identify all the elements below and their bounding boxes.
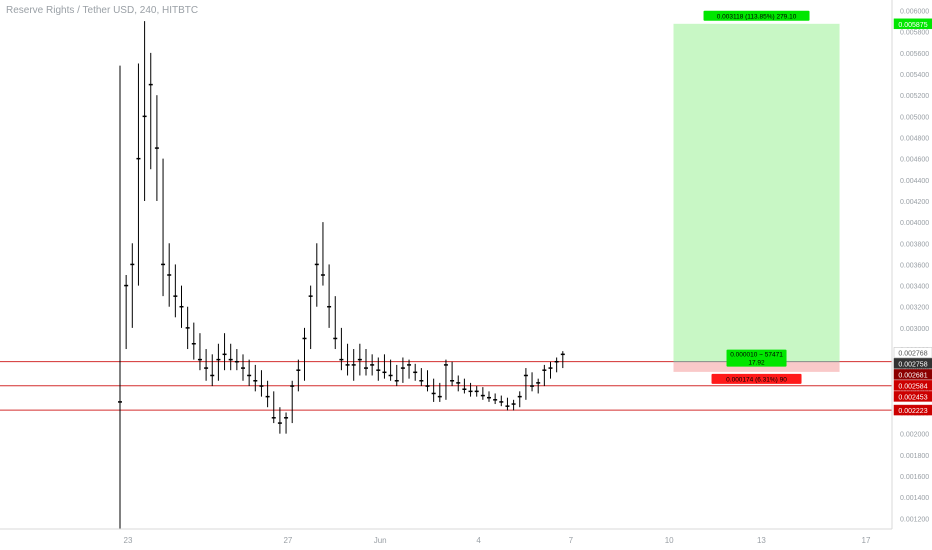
price-tick-label: 0.001600: [900, 474, 929, 481]
price-tag-label: 0.002758: [898, 361, 927, 368]
price-tag: [893, 404, 932, 416]
price-tick-label: 0.005400: [900, 72, 929, 79]
price-tag-label: 0.005875: [898, 22, 927, 29]
price-tick-label: 0.003200: [900, 305, 929, 312]
price-tag-label: 0.002223: [898, 408, 927, 415]
price-tag-label: 0.002768: [898, 350, 927, 357]
time-tick-label: 10: [665, 536, 674, 545]
price-tick-label: 0.003400: [900, 284, 929, 291]
price-tick-label: 0.004200: [900, 199, 929, 206]
price-tick-label: 0.004400: [900, 178, 929, 185]
price-tag-label: 0.002453: [898, 394, 927, 401]
price-axis: 0.006000 0.005800 0.005600 0.005400 0.005200…: [900, 9, 929, 524]
long-position-tool: 0.003118 (113.85%) 279.10 0.000010 ~ 5747…: [673, 10, 840, 384]
profit-zone: [673, 23, 840, 362]
candles: [118, 21, 565, 529]
entry-label-1: 0.000010 ~ 57471: [730, 352, 783, 359]
price-tick-label: 0.004800: [900, 136, 929, 143]
price-tick-label: 0.004000: [900, 220, 929, 227]
price-tick-label: 0.006000: [900, 9, 929, 16]
price-tag: [893, 358, 932, 369]
price-tick-label: 0.003800: [900, 241, 929, 248]
target-tag: [703, 10, 810, 21]
price-tag-label: 0.002681: [898, 372, 927, 379]
price-tick-label: 0.001800: [900, 453, 929, 460]
price-tick-label: 0.005800: [900, 30, 929, 37]
price-tick-label: 0.001400: [900, 495, 929, 502]
stop-label: 0.000174 (6.31%) 90: [726, 376, 787, 383]
price-tick-label: 0.005000: [900, 114, 929, 121]
price-tags: 0.005875 0.002768 0.002758 0.002681 0.002584…: [893, 18, 932, 416]
time-tick-label: 17: [862, 536, 871, 545]
entry-tag: [726, 349, 787, 367]
loss-zone: [673, 361, 840, 372]
price-tick-label: 0.002000: [900, 432, 929, 439]
price-tag: [893, 18, 932, 30]
time-tick-label: Jun: [374, 536, 387, 545]
price-tag: [893, 380, 932, 391]
stop-tag: [711, 373, 802, 384]
chart-title: Reserve Rights / Tether USD, 240, HITBTC: [6, 5, 199, 16]
price-tag: [893, 369, 932, 380]
time-tick-label: 13: [757, 536, 766, 545]
time-axis: 23 27 Jun 4 7 10 13 17: [124, 536, 871, 545]
target-label: 0.003118 (113.85%) 279.10: [717, 13, 797, 20]
price-tag: [893, 347, 932, 358]
price-tag-label: 0.002584: [898, 383, 927, 390]
time-tick-label: 23: [124, 536, 133, 545]
price-tag: [893, 391, 932, 402]
entry-label-2: 17.92: [748, 360, 765, 367]
time-tick-label: 7: [569, 536, 574, 545]
price-tick-label: 0.001200: [900, 516, 929, 523]
time-tick-label: 4: [476, 536, 481, 545]
price-tick-label: 0.005600: [900, 51, 929, 58]
price-tick-label: 0.003600: [900, 262, 929, 269]
time-tick-label: 27: [283, 536, 292, 545]
price-tick-label: 0.005200: [900, 93, 929, 100]
price-tick-label: 0.003000: [900, 326, 929, 333]
price-tick-label: 0.004600: [900, 157, 929, 164]
